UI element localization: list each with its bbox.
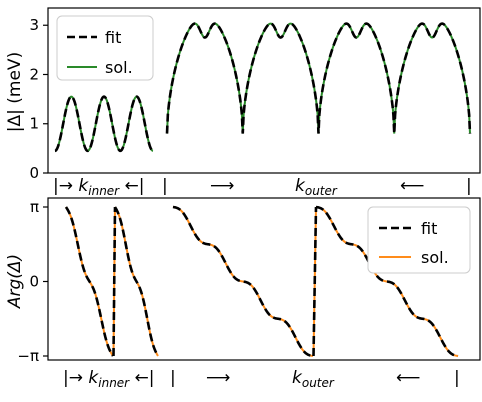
axes-frame-top <box>47 7 481 174</box>
legend-sol-label-bottom: sol. <box>421 248 449 267</box>
x-annotation-outer-label-bottom: kouter <box>292 368 335 390</box>
y-tick-label-top: 3 <box>29 16 39 34</box>
legend-bottom: fit sol. <box>367 206 471 274</box>
legend-top: fit sol. <box>56 15 154 81</box>
fit-line-bottom-outer-2 <box>315 205 459 358</box>
fit-line-bottom-inner-1 <box>64 206 115 357</box>
legend-fit-label-bottom: fit <box>421 219 437 238</box>
curves-bottom <box>64 205 459 358</box>
sol-line-top-inner <box>54 95 154 152</box>
x-annotation-end-bar-bottom: | <box>454 368 460 388</box>
x-annotation-right-arrow-bottom: ⟶ <box>206 368 230 388</box>
y-axis-label-top: |Δ| (meV) <box>5 52 25 132</box>
x-annotation-inner-bottom: |→ kinner ←| <box>63 368 155 390</box>
fit-line-bottom-outer-1 <box>172 205 314 358</box>
x-annotation-outer-bar-top: | <box>162 176 168 196</box>
x-annotation-bottom: |→ kinner ←| | ⟶ kouter ⟵ | <box>63 368 460 390</box>
fit-wrap-jump-1 <box>312 206 318 357</box>
x-annotation-inner-top: |→ kinner ←| <box>53 176 145 198</box>
fit-line-top-inner <box>54 95 154 153</box>
y-tick-label-bottom: 0 <box>29 273 39 291</box>
x-annotation-left-arrow-bottom: ⟵ <box>396 368 420 388</box>
fit-line-top-outer <box>165 22 472 134</box>
panel-magnitude: 0 1 2 3 |Δ| (meV) fit sol. |→ kinner ←| | ⟶… <box>5 7 481 198</box>
y-tick-label-top: 2 <box>29 65 39 83</box>
y-tick-label-bottom: π <box>30 198 39 216</box>
x-annotation-outer-label-top: kouter <box>295 176 338 198</box>
x-annotation-right-arrow-top: ⟶ <box>210 176 234 196</box>
y-axis-label-bottom: Arg(Δ) <box>5 254 25 309</box>
y-tick-label-top: 1 <box>29 115 39 133</box>
x-annotation-top: |→ kinner ←| | ⟶ kouter ⟵ | <box>53 176 472 198</box>
fit-wrap-jump-0 <box>112 206 117 357</box>
curves-top <box>54 22 472 153</box>
legend-fit-label-top: fit <box>105 28 121 47</box>
fit-line-bottom-inner-2 <box>113 206 160 357</box>
legend-sol-label-top: sol. <box>105 58 133 77</box>
axes-frame-bottom <box>47 197 481 361</box>
x-annotation-left-arrow-top: ⟵ <box>400 176 424 196</box>
y-ticks-top: 0 1 2 3 <box>29 16 48 182</box>
legend-box-top <box>56 15 154 81</box>
y-ticks-bottom: π 0 −π <box>17 198 48 365</box>
sol-line-bottom-outer-1 <box>172 206 314 357</box>
y-tick-label-top: 0 <box>29 164 39 182</box>
x-annotation-end-bar-top: | <box>466 176 472 196</box>
panel-phase: π 0 −π Arg(Δ) fit sol. |→ kinner ←| | ⟶ ko… <box>5 197 481 390</box>
legend-box-bottom <box>367 206 471 274</box>
y-tick-label-bottom: −π <box>17 347 39 365</box>
x-annotation-outer-bar-bottom: | <box>170 368 176 388</box>
